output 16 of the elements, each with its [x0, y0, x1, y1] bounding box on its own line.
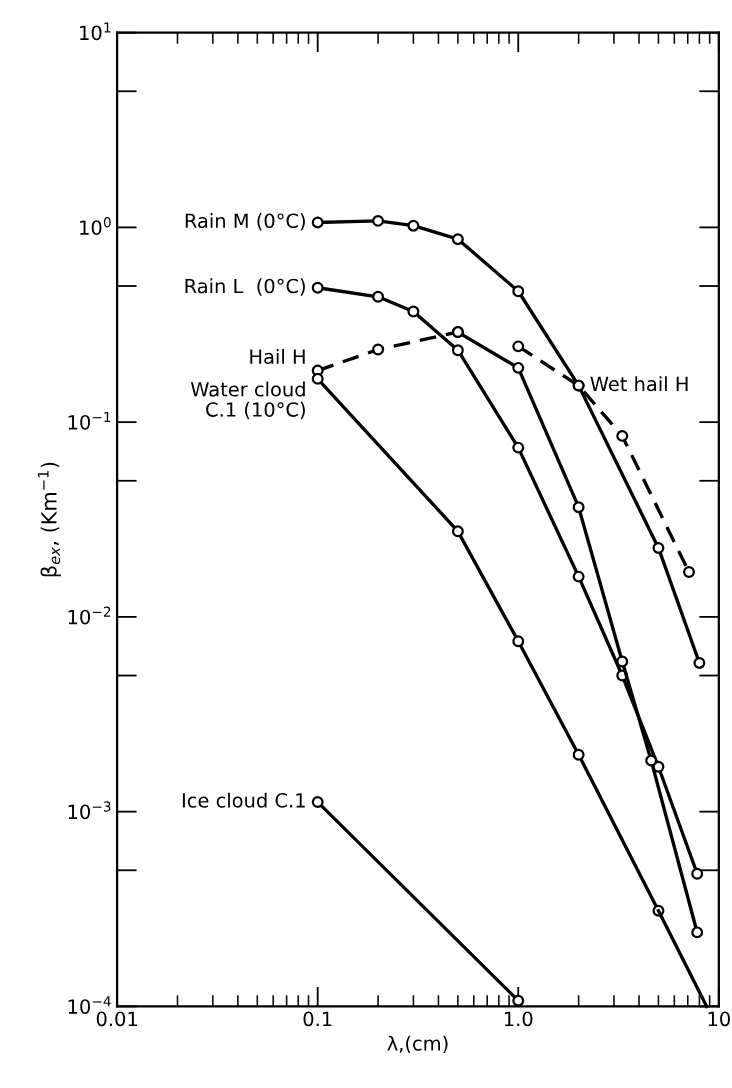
y-tick-label: 10$^{0}$ — [80, 217, 111, 235]
x-tick-label: 1.0 — [504, 1011, 533, 1027]
x-axis-title: λ,(cm) — [387, 1035, 448, 1053]
y-tick-label: 10$^{−3}$ — [68, 801, 111, 820]
legend-label: Ice cloud C.1 — [182, 792, 305, 808]
series-label: Rain M (0°C) — [185, 213, 305, 231]
y-tick-label: 10$^{−2}$ — [68, 606, 111, 625]
y-axis-title: β$_{ex}$, (Km$^{−1}$) — [37, 462, 61, 577]
series-label: Wet hail H — [590, 376, 688, 392]
x-tick-label: 10 — [708, 1011, 730, 1027]
y-tick-label: 10$^{−1}$ — [68, 412, 111, 430]
series-label: Rain L (0°C) — [185, 278, 305, 296]
y-tick-label: 10$^{1}$ — [80, 22, 111, 41]
x-tick-label: 0.1 — [303, 1011, 332, 1027]
series-label: Hail H — [250, 348, 305, 365]
series-label: Water cloud C.1 (10°C) — [190, 381, 305, 420]
